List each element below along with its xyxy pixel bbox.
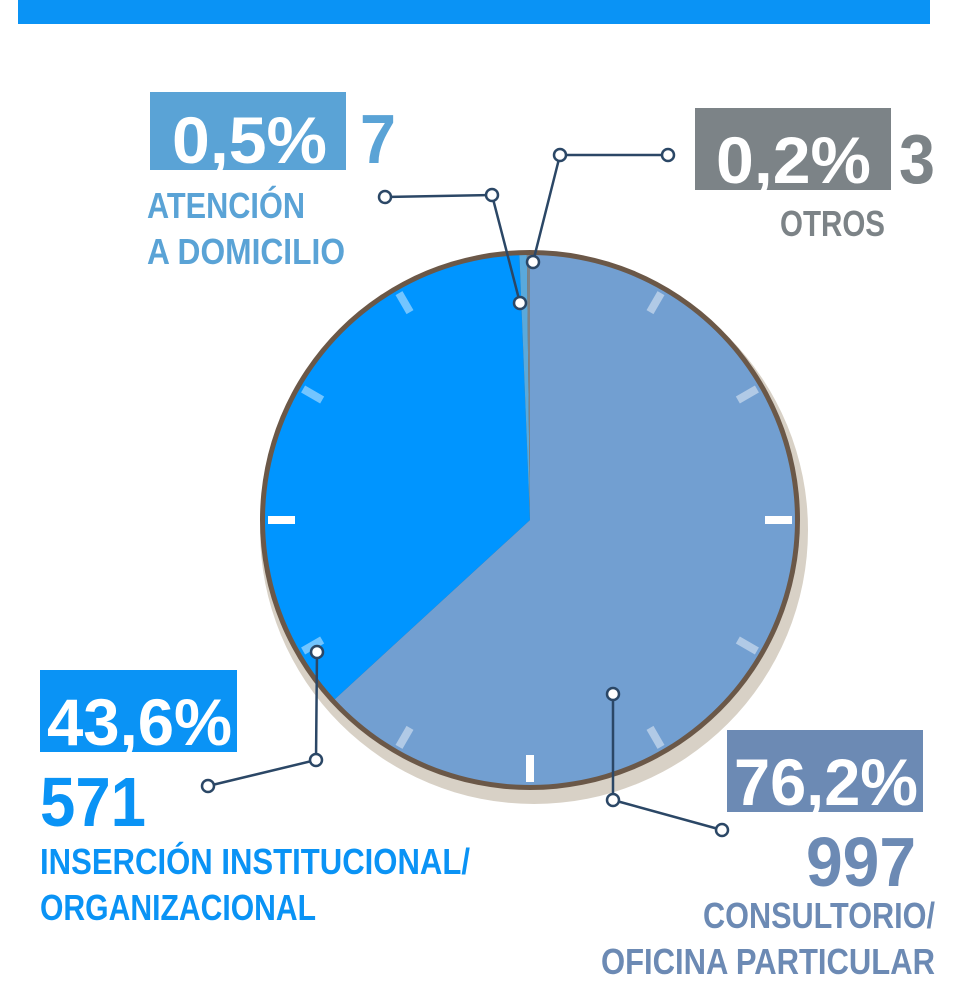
- category-label: A DOMICILIO: [147, 231, 345, 272]
- clock-tick: [735, 636, 759, 655]
- clock-tick: [301, 385, 325, 404]
- connector-dot: [605, 792, 621, 808]
- connector-dot: [605, 686, 621, 702]
- clock-tick: [301, 636, 325, 655]
- pie: [264, 255, 796, 786]
- percent-label: 76,2%: [734, 745, 918, 819]
- connector-dot: [308, 752, 324, 768]
- percent-label: 43,6%: [47, 685, 232, 759]
- category-label: CONSULTORIO/: [703, 895, 935, 936]
- connector-dot: [484, 187, 500, 203]
- percent-label: 0,2%: [716, 123, 871, 197]
- percent-label: 0,5%: [172, 103, 327, 177]
- percent-box: [150, 92, 346, 170]
- percent-box: [727, 730, 923, 812]
- percent-box: [695, 108, 891, 190]
- count-label: 997: [806, 823, 916, 901]
- clock-ticks: [268, 291, 792, 782]
- connector-dot: [714, 822, 730, 838]
- clock-tick: [646, 291, 665, 315]
- clock-tick: [395, 725, 414, 749]
- category-label: INSERCIÓN INSTITUCIONAL/: [40, 840, 470, 882]
- clock-tick: [395, 291, 414, 315]
- connector-dot: [552, 147, 568, 163]
- clock-tick: [735, 385, 759, 404]
- pie-slice: [264, 255, 530, 700]
- connector-dot: [512, 295, 528, 311]
- pie-slice: [526, 255, 530, 520]
- pie-slice: [519, 255, 530, 520]
- connector-dot: [377, 189, 393, 205]
- count-label: 3: [899, 120, 935, 198]
- top-bar: [18, 0, 930, 24]
- connector: [531, 153, 668, 263]
- pie-slice: [334, 255, 796, 786]
- category-label: OFICINA PARTICULAR: [601, 941, 935, 980]
- connector-dot: [660, 147, 676, 163]
- count-label: 7: [360, 100, 396, 178]
- connector-dot: [309, 644, 325, 660]
- clock-tick: [646, 725, 665, 749]
- percent-box: [40, 670, 237, 752]
- category-label: OTROS: [780, 203, 885, 244]
- connector-dot: [200, 778, 216, 794]
- connector-dot: [525, 254, 541, 270]
- count-label: 571: [40, 763, 146, 841]
- category-label: ATENCIÓN: [147, 184, 305, 226]
- category-label: ORGANIZACIONAL: [40, 887, 316, 928]
